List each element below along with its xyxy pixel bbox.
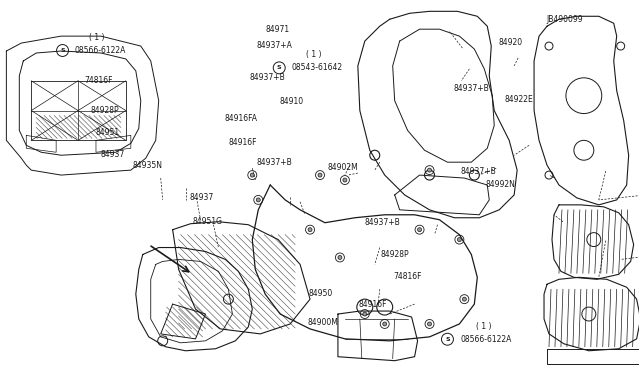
Text: 08543-61642: 08543-61642 <box>292 63 343 72</box>
Text: 84971: 84971 <box>266 25 290 33</box>
Text: 84937: 84937 <box>189 193 214 202</box>
Text: ( 1 ): ( 1 ) <box>306 51 321 60</box>
Text: 74816F: 74816F <box>394 272 422 281</box>
Text: ( 1 ): ( 1 ) <box>476 322 492 331</box>
Text: 84951G: 84951G <box>193 217 223 225</box>
Text: 84937+B: 84937+B <box>250 73 285 81</box>
Text: 84937+A: 84937+A <box>256 41 292 50</box>
Circle shape <box>428 168 431 172</box>
Text: 08566-6122A: 08566-6122A <box>75 46 126 55</box>
Text: 08566-6122A: 08566-6122A <box>460 335 511 344</box>
Circle shape <box>343 178 347 182</box>
Text: 84920: 84920 <box>499 38 522 46</box>
Circle shape <box>250 173 254 177</box>
Circle shape <box>318 173 322 177</box>
Text: 84937+B: 84937+B <box>256 157 292 167</box>
Text: 84935N: 84935N <box>132 161 162 170</box>
Text: 84916F: 84916F <box>358 300 387 309</box>
Text: S: S <box>445 337 450 342</box>
Text: 84951: 84951 <box>96 128 120 137</box>
Circle shape <box>256 198 260 202</box>
Text: 84937: 84937 <box>100 150 124 159</box>
Circle shape <box>383 322 387 326</box>
Text: 84900M: 84900M <box>307 318 338 327</box>
Text: 84992N: 84992N <box>486 180 516 189</box>
Circle shape <box>462 297 467 301</box>
Text: 84916F: 84916F <box>229 138 257 147</box>
Text: 84902M: 84902M <box>328 163 358 172</box>
Text: 84937+B: 84937+B <box>460 167 496 176</box>
Text: 84922E: 84922E <box>505 95 534 104</box>
Text: 84937+B: 84937+B <box>365 218 401 227</box>
Text: 84916FA: 84916FA <box>225 114 257 123</box>
Text: 84937+B: 84937+B <box>454 84 490 93</box>
Text: 84910: 84910 <box>279 97 303 106</box>
Circle shape <box>363 312 367 316</box>
Text: 84950: 84950 <box>308 289 333 298</box>
Circle shape <box>338 256 342 259</box>
Text: S: S <box>60 48 65 53</box>
Circle shape <box>308 228 312 232</box>
Circle shape <box>428 322 431 326</box>
Text: ( 1 ): ( 1 ) <box>90 33 105 42</box>
Circle shape <box>417 228 422 232</box>
Text: 84928P: 84928P <box>91 106 119 115</box>
Circle shape <box>458 238 461 241</box>
Text: 74816F: 74816F <box>84 76 113 85</box>
Text: 84928P: 84928P <box>381 250 409 259</box>
Text: S: S <box>277 65 282 70</box>
Text: JB490099: JB490099 <box>546 15 583 23</box>
